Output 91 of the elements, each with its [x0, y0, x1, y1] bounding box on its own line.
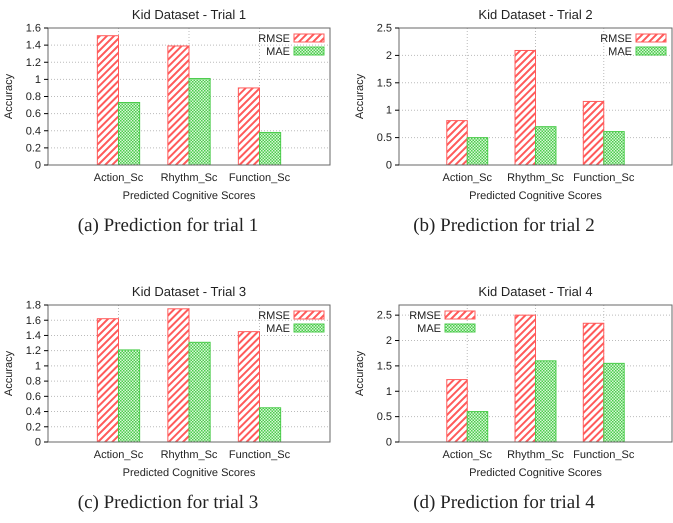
bar: [238, 87, 260, 166]
x-tick-label: Rhythm_Sc: [507, 448, 564, 461]
x-axis-title: Predicted Cognitive Scores: [469, 190, 602, 202]
bar: [188, 342, 211, 442]
legend-label: RMSE: [600, 33, 632, 45]
text: (c) Prediction for trial 3: [78, 492, 258, 513]
y-tick-label: 1: [386, 386, 392, 398]
y-tick-label: 1.8: [26, 300, 41, 312]
x-tick-label: Function_Sc: [228, 172, 291, 184]
y-tick-label: 1: [386, 104, 392, 117]
y-tick-label: 2.5: [376, 22, 392, 35]
y-tick-label: 0.4: [26, 125, 41, 138]
legend-label: MAE: [266, 46, 290, 58]
legend-label: RMSE: [409, 310, 441, 322]
y-tick-label: 1.5: [376, 77, 392, 90]
x-tick-label: Action_Sc: [94, 448, 144, 461]
y-tick-label: 0: [386, 436, 392, 449]
y-tick-label: 1: [34, 74, 41, 86]
bar: [514, 314, 536, 442]
bar: [582, 100, 604, 166]
bar: [118, 349, 140, 442]
text: (b) Prediction for trial 2: [413, 215, 595, 236]
bar: [167, 308, 190, 442]
bar: [446, 120, 468, 166]
x-tick-label: Action_Sc: [442, 448, 493, 461]
x-tick-label: Function_Sc: [573, 172, 635, 184]
y-tick-label: 0.4: [26, 406, 41, 418]
legend-label: RMSE: [258, 310, 290, 322]
y-tick-label: 0.2: [26, 421, 41, 434]
y-tick-label: 2: [386, 50, 392, 62]
y-tick-label: 1.6: [26, 314, 41, 327]
x-tick-label: Action_Sc: [94, 172, 144, 184]
x-axis-title: Predicted Cognitive Scores: [122, 190, 256, 202]
y-tick-label: 1: [34, 360, 41, 372]
y-tick-label: 2: [386, 335, 392, 348]
y-tick-label: 1.6: [26, 22, 41, 35]
y-tick-label: 0.5: [376, 411, 392, 424]
text: (d) Prediction for trial 4: [413, 492, 596, 513]
bar: [466, 411, 488, 442]
y-tick-label: 0.6: [26, 390, 41, 403]
y-axis-title: Accuracy: [354, 73, 366, 120]
bar: [603, 131, 625, 166]
legend-label: MAE: [266, 323, 290, 335]
x-axis-title: Predicted Cognitive Scores: [122, 467, 256, 479]
x-tick-label: Rhythm_Sc: [507, 172, 564, 184]
text: (a) Prediction for trial 1: [78, 215, 258, 236]
y-tick-label: 1.2: [26, 56, 41, 69]
y-tick-label: 0.6: [26, 108, 41, 120]
y-tick-label: 1.2: [26, 345, 41, 358]
y-tick-label: 1.4: [26, 330, 41, 342]
x-tick-label: Rhythm_Sc: [160, 448, 218, 461]
y-tick-label: 0.5: [376, 132, 392, 144]
bar: [466, 137, 488, 166]
bar: [96, 318, 119, 442]
bar: [259, 132, 282, 166]
chart-title: Kid Dataset - Trial 3: [132, 284, 246, 299]
x-tick-label: Function_Sc: [573, 448, 635, 461]
bar: [96, 35, 119, 166]
legend-label: RMSE: [258, 33, 290, 45]
legend-label: MAE: [417, 323, 441, 335]
y-tick-label: 0: [386, 160, 392, 172]
y-tick-label: 0.8: [26, 376, 41, 388]
x-tick-label: Action_Sc: [442, 172, 493, 184]
legend-label: MAE: [608, 46, 632, 58]
bar: [446, 379, 468, 442]
bar: [514, 50, 536, 166]
y-tick-label: 2.5: [376, 310, 392, 322]
bar: [582, 322, 604, 442]
y-axis-title: Accuracy: [354, 350, 366, 396]
chart-title: Kid Dataset - Trial 2: [478, 7, 593, 22]
chart-title: Kid Dataset - Trial 1: [132, 7, 246, 22]
chart-title: Kid Dataset - Trial 4: [478, 284, 593, 299]
y-tick-label: 0: [34, 436, 41, 449]
bar: [188, 78, 211, 166]
x-tick-label: Function_Sc: [228, 448, 291, 461]
y-axis-title: Accuracy: [3, 350, 15, 396]
x-axis-title: Predicted Cognitive Scores: [469, 467, 602, 479]
bar: [535, 360, 556, 442]
bar: [167, 45, 190, 166]
y-axis-title: Accuracy: [3, 73, 15, 120]
bar: [238, 331, 260, 442]
y-tick-label: 0.2: [26, 142, 41, 154]
bar: [259, 407, 282, 442]
bar: [535, 126, 556, 166]
y-tick-label: 0: [34, 160, 41, 172]
x-tick-label: Rhythm_Sc: [160, 172, 218, 184]
y-tick-label: 0.8: [26, 91, 41, 104]
bar: [603, 362, 625, 442]
bar: [118, 102, 140, 166]
y-tick-label: 1.5: [376, 360, 392, 372]
y-tick-label: 1.4: [26, 40, 41, 52]
